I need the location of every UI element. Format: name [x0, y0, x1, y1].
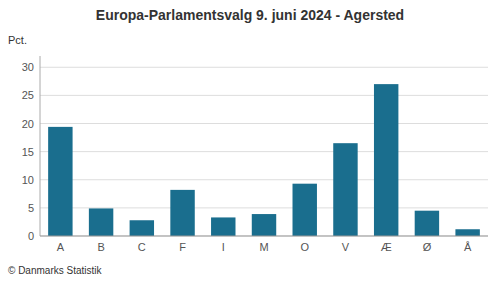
bar [252, 214, 276, 236]
bar [130, 220, 154, 236]
x-tick-label: A [57, 241, 65, 253]
chart: Europa-Parlamentsvalg 9. juni 2024 - Age… [0, 0, 500, 282]
bar [333, 143, 357, 236]
x-tick-label: F [179, 241, 186, 253]
grid-line [40, 207, 488, 208]
grid-line [40, 236, 488, 237]
y-axis-label: Pct. [8, 34, 27, 46]
y-tick-label: 10 [22, 174, 34, 186]
x-tick-label: C [138, 241, 146, 253]
y-tick-label: 5 [28, 202, 34, 214]
y-axis [40, 56, 41, 236]
bar [211, 217, 235, 236]
y-tick-label: 25 [22, 89, 34, 101]
bar [48, 127, 72, 236]
x-tick-label: M [259, 241, 268, 253]
x-tick-label: V [342, 241, 350, 253]
bar [415, 211, 439, 236]
y-tick-labels: 0 5 10 15 20 25 30 [22, 61, 34, 242]
bar [89, 208, 113, 236]
grid [40, 67, 488, 236]
footer: © Danmarks Statistik [8, 265, 103, 276]
grid-line [40, 123, 488, 124]
chart-container: Europa-Parlamentsvalg 9. juni 2024 - Age… [0, 0, 500, 282]
grid-line [40, 179, 488, 180]
y-tick-label: 15 [22, 146, 34, 158]
page: {"chart_data": {"type": "bar", "title": … [0, 0, 500, 282]
x-tick-labels: ABCFIMOVÆØÅ [57, 241, 472, 253]
title: Europa-Parlamentsvalg 9. juni 2024 - Age… [96, 7, 404, 23]
x-axis [40, 236, 488, 237]
grid-line [40, 151, 488, 152]
x-tick-label: I [222, 241, 225, 253]
x-tick-label: O [300, 241, 309, 253]
y-tick-label: 30 [22, 61, 34, 73]
bar [293, 184, 317, 236]
grid-line [40, 95, 488, 96]
x-tick-label: Å [464, 241, 472, 253]
bars [48, 84, 480, 236]
x-tick-label: B [97, 241, 104, 253]
bar [374, 84, 398, 236]
y-tick-label: 20 [22, 118, 34, 130]
y-tick-label: 0 [28, 230, 34, 242]
x-tick-label: Æ [381, 241, 392, 253]
grid-line [40, 67, 488, 68]
x-tick-label: Ø [423, 241, 432, 253]
bar [455, 229, 479, 236]
bar [170, 190, 194, 236]
